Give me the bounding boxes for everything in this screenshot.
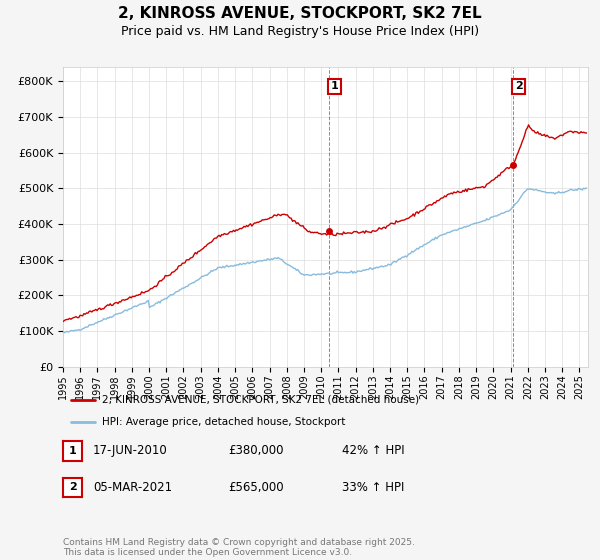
Text: 2: 2 <box>515 81 523 91</box>
Text: 2: 2 <box>69 483 76 492</box>
Text: 2, KINROSS AVENUE, STOCKPORT, SK2 7EL (detached house): 2, KINROSS AVENUE, STOCKPORT, SK2 7EL (d… <box>103 395 419 405</box>
Text: 17-JUN-2010: 17-JUN-2010 <box>93 444 168 458</box>
Text: Contains HM Land Registry data © Crown copyright and database right 2025.
This d: Contains HM Land Registry data © Crown c… <box>63 538 415 557</box>
Text: 33% ↑ HPI: 33% ↑ HPI <box>342 480 404 494</box>
Text: £565,000: £565,000 <box>228 480 284 494</box>
Text: 05-MAR-2021: 05-MAR-2021 <box>93 480 172 494</box>
Text: Price paid vs. HM Land Registry's House Price Index (HPI): Price paid vs. HM Land Registry's House … <box>121 25 479 38</box>
Text: 42% ↑ HPI: 42% ↑ HPI <box>342 444 404 458</box>
Text: 1: 1 <box>69 446 76 456</box>
Text: HPI: Average price, detached house, Stockport: HPI: Average price, detached house, Stoc… <box>103 417 346 427</box>
Text: £380,000: £380,000 <box>228 444 284 458</box>
Text: 1: 1 <box>331 81 338 91</box>
Text: 2, KINROSS AVENUE, STOCKPORT, SK2 7EL: 2, KINROSS AVENUE, STOCKPORT, SK2 7EL <box>118 6 482 21</box>
